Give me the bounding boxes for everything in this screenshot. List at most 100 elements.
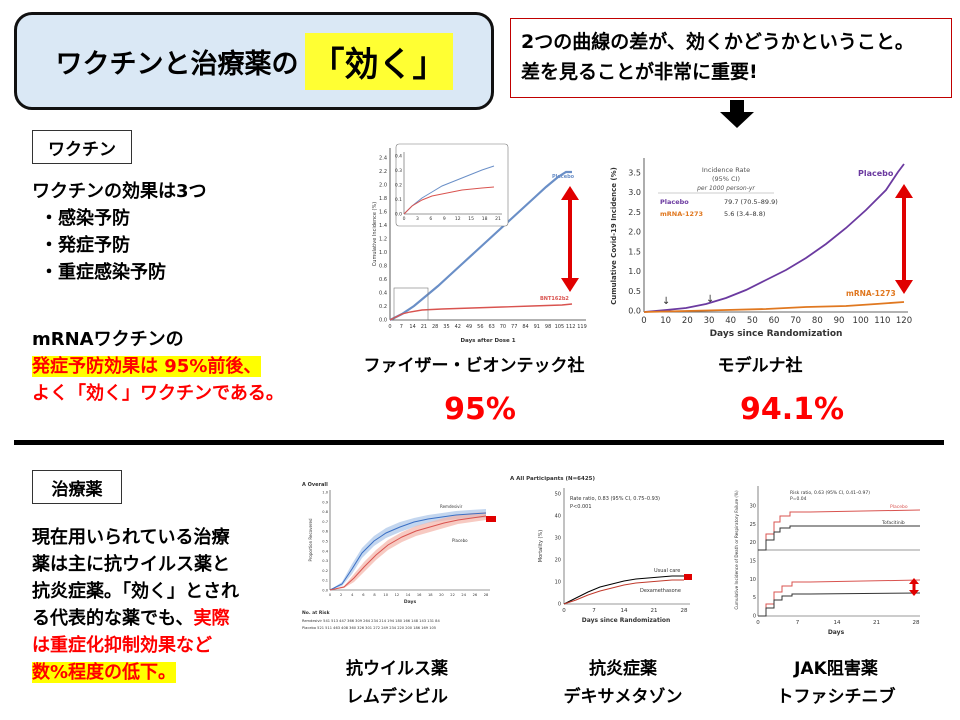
tick-label: 0.4 [395,154,402,160]
tofa-stat1: Risk ratio, 0.63 (95% CI, 0.41–0.97) [790,490,870,496]
tick-label: 91 [534,324,540,330]
tick-label: 3.5 [628,169,641,178]
tick-label: 2.5 [628,208,641,217]
tick-label: 30 [750,504,756,510]
dexa-stat1: Rate ratio, 0.83 (95% CI, 0.75–0.93) [570,496,660,502]
tick-label: 3 [416,216,419,222]
tick-label: 21 [421,324,427,330]
tick-label: 0.6 [379,277,387,283]
pfizer-series-b-label: BNT162b2 [540,296,569,302]
tick-label: 0 [558,602,561,608]
dexa-stat2: P<0.001 [570,504,592,510]
tick-label: 28 [484,593,489,597]
tick-label: 14 [406,593,411,597]
tick-label: 2.4 [379,156,387,162]
remdesivir-xlabel: Days [404,599,417,605]
moderna-ylabel: Cumulative Covid-19 Incidence (%) [610,167,618,305]
tick-label: 22 [450,593,455,597]
tick-label: 1.8 [379,196,387,202]
pfizer-efficacy: 95% [444,392,516,427]
tick-label: 14 [834,620,841,626]
drug-category: 抗炎症薬 [589,659,657,679]
moderna-table-head2: (95% CI) [712,175,740,183]
tick-label: 10 [383,593,388,597]
tick-label: 18 [428,593,433,597]
tick-label: 1.0 [628,267,641,276]
tick-label: 20 [750,540,756,546]
tick-label: 0.0 [379,318,387,324]
tick-label: 6 [429,216,432,222]
tick-label: 0.4 [379,291,387,297]
tick-label: 0 [756,620,760,626]
tick-label: 0.0 [395,212,402,218]
tick-label: 7 [400,324,403,330]
tick-label: 16 [417,593,422,597]
tick-label: 50 [555,492,561,498]
tick-label: 0.7 [322,520,328,524]
tick-label: 21 [495,216,501,222]
tick-label: 0.6 [322,530,328,534]
moderna-efficacy: 94.1% [739,392,845,427]
dexa-series-a-label: Usual care [654,568,680,574]
pfizer-vaccine-line [389,303,573,321]
note-line-1: 2つの曲線の差が、効くかどうかということ。 [521,31,914,53]
moderna-vaccine-line [643,301,905,313]
tick-label: 24 [461,593,466,597]
drug-caption-tofacitinib: JAK阻害薬 トファシチニブ [756,655,916,711]
remdesivir-series-b-label: Placebo [452,538,468,543]
tick-label: 15 [468,216,474,222]
tick-label: 5 [753,595,756,601]
tick-label: 2 [340,593,342,597]
moderna-row-b-value: 5.6 (3.4–8.8) [724,210,765,218]
remdesivir-risk-a: Remdesivir 541 513 447 366 309 264 234 2… [302,619,440,623]
tick-label: 30 [555,536,561,542]
tick-label: 20 [682,316,693,326]
tick-label: 56 [477,324,483,330]
tick-label: 1.5 [628,247,641,256]
drug-category: JAK阻害薬 [794,659,878,679]
svg-text:↓: ↓ [706,294,714,305]
tick-label: 30 [704,316,715,326]
pfizer-series-a-label: Placebo [552,174,575,180]
title-box: ワクチンと治療薬の 「効く」 [14,12,494,110]
tick-label: 10 [660,316,671,326]
tick-label: 0.5 [628,287,641,296]
treatment-line: 抗炎症薬。「効く」とされ [32,581,239,602]
moderna-row-b-name: mRNA-1273 [660,210,703,218]
tick-label: 90 [834,316,845,326]
drug-name: トファシチニブ [776,687,896,707]
note-line-2: 差を見ることが非常に重要! [521,61,758,83]
tick-label: 0.3 [395,168,402,174]
tick-label: 1.0 [322,491,328,495]
tick-label: 98 [545,324,551,330]
tick-label: 120 [896,316,912,326]
tick-label: 12 [395,593,400,597]
tofacitinib-chart: 0 5 10 15 20 25 30 0 7 14 21 28 Cumulative Inciden… [734,486,921,636]
tick-label: 1.4 [379,223,387,229]
tick-label: 105 [555,324,565,330]
tick-label: 77 [511,324,517,330]
tick-label: 10 [555,580,561,586]
tofa-xlabel: Days [828,629,845,636]
vaccine-label: ワクチン [32,130,132,164]
svg-text:↓: ↓ [662,296,670,307]
dexa-series-b-label: Dexamethasone [640,588,681,594]
drug-caption-dexamethasone: 抗炎症薬 デキサメタゾン [538,655,708,711]
dexa-xlabel: Days since Randomization [582,617,671,624]
tick-label: 7 [592,608,596,614]
page-title-highlight: 「効く」 [304,32,453,90]
remdesivir-panel: A Overall [302,482,328,488]
tick-label: 0.2 [395,183,402,189]
tick-label: 0.8 [379,264,387,270]
tick-label: 60 [769,316,780,326]
moderna-row-a-name: Placebo [660,198,689,206]
moderna-xlabel: Days since Randomization [710,329,843,339]
drug-caption-remdesivir: 抗ウイルス薬 レムデシビル [322,655,472,711]
tick-label: 8 [373,593,376,597]
effect-item: ・発症予防 [40,235,130,256]
tick-label: 0.2 [379,304,387,310]
tofa-series-a-label: Placebo [890,504,908,510]
tick-label: 119 [577,324,587,330]
section-divider [14,440,944,445]
tick-label: 63 [488,324,494,330]
